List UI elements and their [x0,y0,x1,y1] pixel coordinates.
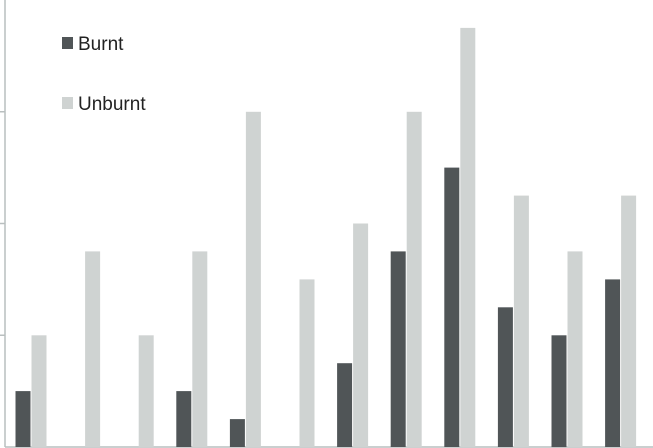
bar-unburnt-3 [138,335,154,448]
bars [15,27,637,448]
bar-burnt-4 [176,391,192,447]
bar-unburnt-8 [406,111,422,448]
bar-burnt-1 [15,391,31,447]
bar-burnt-9 [444,167,460,447]
bar-burnt-7 [337,363,353,447]
bar-unburnt-4 [192,251,208,447]
bar-burnt-12 [605,279,621,447]
bar-unburnt-12 [621,195,637,447]
bar-unburnt-6 [299,279,315,447]
legend-swatch-unburnt [62,97,73,109]
bar-unburnt-2 [85,251,101,447]
bar-unburnt-10 [513,195,529,447]
bar-unburnt-7 [353,223,369,447]
legend-swatch-burnt [62,37,73,49]
bar-burnt-8 [390,251,406,447]
bar-burnt-5 [229,419,245,447]
legend-label-burnt: Burnt [78,34,124,55]
legend: Burnt Unburnt [62,34,146,115]
bar-unburnt-11 [567,251,583,447]
legend-label-unburnt: Unburnt [78,94,146,115]
bar-unburnt-5 [245,111,261,448]
bar-unburnt-9 [460,27,476,448]
bar-burnt-10 [497,307,513,447]
bar-burnt-11 [551,335,567,448]
bar-unburnt-1 [31,335,47,448]
